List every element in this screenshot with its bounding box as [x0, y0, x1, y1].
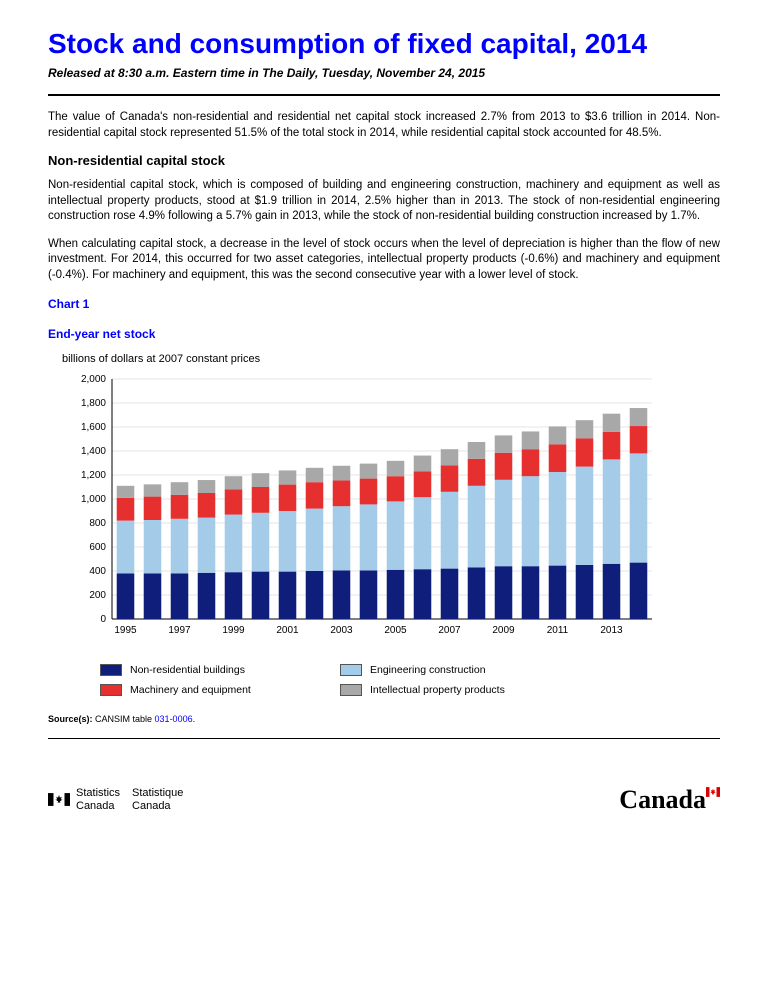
divider-top — [48, 94, 720, 96]
chart-source: Source(s): CANSIM table 031-0006. — [48, 714, 720, 724]
svg-text:2003: 2003 — [330, 625, 353, 636]
legend-item: Intellectual property products — [340, 684, 580, 696]
wordmark-flag-icon — [706, 787, 720, 797]
svg-text:1999: 1999 — [222, 625, 245, 636]
svg-text:1,200: 1,200 — [81, 470, 106, 481]
svg-text:2007: 2007 — [438, 625, 461, 636]
svg-text:1997: 1997 — [168, 625, 191, 636]
svg-text:2001: 2001 — [276, 625, 299, 636]
svg-text:400: 400 — [89, 566, 106, 577]
page-title: Stock and consumption of fixed capital, … — [48, 28, 720, 60]
svg-text:1995: 1995 — [114, 625, 137, 636]
chart-legend: Non-residential buildingsEngineering con… — [100, 664, 600, 704]
svg-text:2013: 2013 — [600, 625, 623, 636]
divider-bottom — [48, 738, 720, 739]
svg-text:1,000: 1,000 — [81, 494, 106, 505]
statcan-logo: Statistics Canada Statistique Canada — [48, 787, 183, 811]
intro-paragraph: The value of Canada's non-residential an… — [48, 110, 720, 141]
svg-text:1,400: 1,400 — [81, 446, 106, 457]
chart-number: Chart 1 — [48, 297, 720, 313]
canada-flag-icon — [48, 793, 70, 806]
source-link[interactable]: 031-0006 — [155, 714, 193, 724]
release-line: Released at 8:30 a.m. Eastern time in Th… — [48, 66, 720, 80]
chart-title: End-year net stock — [48, 327, 720, 343]
svg-text:2,000: 2,000 — [81, 374, 106, 385]
section-heading-nonres: Non-residential capital stock — [48, 153, 720, 168]
chart-subtitle: billions of dollars at 2007 constant pri… — [62, 353, 720, 365]
canada-wordmark: Canada — [619, 785, 720, 815]
svg-text:2011: 2011 — [547, 625, 569, 636]
svg-text:1,600: 1,600 — [81, 422, 106, 433]
svg-text:600: 600 — [89, 542, 106, 553]
stacked-bar-chart: 0 200 400 600 800 1,000 1,200 1,400 1,600 1,800 2,… — [62, 369, 662, 649]
legend-item: Machinery and equipment — [100, 684, 340, 696]
page-footer: Statistics Canada Statistique Canada Can… — [48, 779, 720, 815]
svg-text:1,800: 1,800 — [81, 398, 106, 409]
paragraph-3: When calculating capital stock, a decrea… — [48, 237, 720, 284]
legend-item: Non-residential buildings — [100, 664, 340, 676]
chart-container: 0 200 400 600 800 1,000 1,200 1,400 1,600 1,800 2,… — [62, 369, 720, 704]
svg-text:2005: 2005 — [384, 625, 407, 636]
svg-text:800: 800 — [89, 518, 106, 529]
svg-text:200: 200 — [89, 590, 106, 601]
svg-text:2009: 2009 — [492, 625, 515, 636]
paragraph-2: Non-residential capital stock, which is … — [48, 178, 720, 225]
legend-item: Engineering construction — [340, 664, 580, 676]
svg-text:0: 0 — [100, 614, 106, 625]
